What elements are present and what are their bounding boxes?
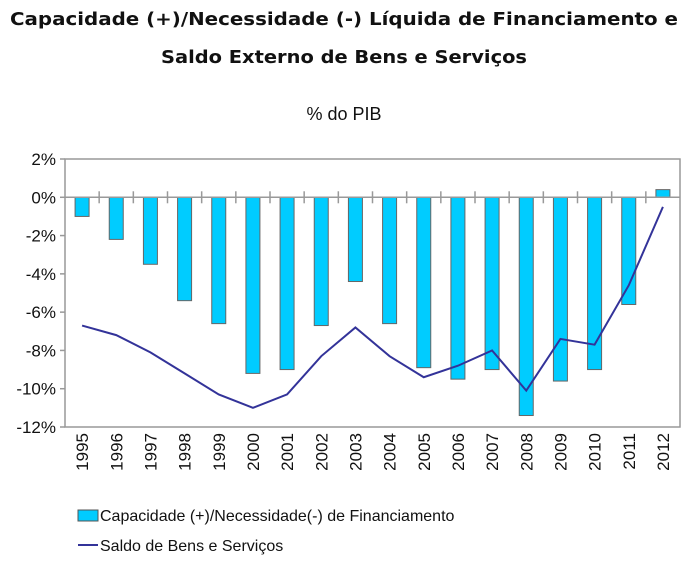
bar-2007 bbox=[484, 196, 500, 371]
bar-1995 bbox=[74, 196, 90, 217]
x-tick-label: 1997 bbox=[141, 433, 160, 471]
x-tick-label: 1996 bbox=[107, 433, 126, 471]
chart-title-line-1: Capacidade (+)/Necessidade (-) Líquida d… bbox=[10, 9, 678, 30]
x-tick-label: 1999 bbox=[210, 433, 229, 471]
y-tick-label: -4% bbox=[26, 265, 56, 284]
x-tick-label: 2008 bbox=[517, 433, 536, 471]
y-tick-label: -12% bbox=[16, 418, 56, 437]
bar-2000 bbox=[245, 196, 261, 374]
bar-2012 bbox=[655, 189, 671, 198]
bar-2011 bbox=[621, 196, 637, 305]
y-tick-label: -10% bbox=[16, 380, 56, 399]
y-tick-label: -2% bbox=[26, 227, 56, 246]
bar-series bbox=[74, 189, 671, 417]
x-tick-label: 1995 bbox=[73, 433, 92, 471]
x-tick-label: 2002 bbox=[312, 433, 331, 471]
y-tick-label: -8% bbox=[26, 341, 56, 360]
x-tick-label: 2006 bbox=[449, 433, 468, 471]
x-tick-label: 2011 bbox=[620, 433, 639, 470]
x-tick-label: 2007 bbox=[483, 433, 502, 471]
x-axis: 1995 1996 1997 1998 1999 2000 2001 2002 2003 2004… bbox=[73, 433, 673, 471]
bar-1999 bbox=[211, 196, 227, 325]
legend-bar-label: Capacidade (+)/Necessidade(-) de Financi… bbox=[100, 508, 455, 525]
bar-2004 bbox=[382, 196, 398, 325]
bar-2009 bbox=[552, 196, 568, 382]
zero-axis bbox=[65, 191, 680, 204]
y-tick-label: 0% bbox=[31, 188, 56, 207]
bar-2005 bbox=[416, 196, 432, 369]
y-axis: 2% 0% -2% -4% -6% -8% -10% -12% bbox=[16, 150, 65, 437]
x-tick-label: 2004 bbox=[381, 433, 400, 471]
chart-subtitle: % do PIB bbox=[306, 104, 381, 124]
bar-1998 bbox=[177, 196, 193, 302]
x-tick-label: 1998 bbox=[176, 433, 195, 471]
line-saldo bbox=[81, 206, 664, 409]
x-tick-label: 2012 bbox=[654, 433, 673, 471]
x-tick-label: 2009 bbox=[551, 433, 570, 471]
x-tick-label: 2005 bbox=[415, 433, 434, 471]
bar-2001 bbox=[279, 196, 295, 371]
y-tick-label: 2% bbox=[31, 150, 56, 169]
bar-2006 bbox=[450, 196, 466, 380]
line-series bbox=[81, 206, 664, 409]
bar-1997 bbox=[142, 196, 158, 265]
legend: Capacidade (+)/Necessidade(-) de Financi… bbox=[77, 508, 455, 555]
legend-bar-swatch bbox=[77, 509, 99, 522]
bar-2002 bbox=[313, 196, 329, 327]
x-tick-label: 2010 bbox=[586, 433, 605, 471]
plot-area bbox=[64, 158, 681, 428]
x-tick-label: 2000 bbox=[244, 433, 263, 471]
legend-line-label: Saldo de Bens e Serviços bbox=[100, 538, 283, 555]
bar-1996 bbox=[108, 196, 124, 240]
x-tick-label: 2001 bbox=[278, 433, 297, 471]
y-tick-label: -6% bbox=[26, 303, 56, 322]
x-tick-label: 2003 bbox=[346, 433, 365, 471]
chart-title-line-2: Saldo Externo de Bens e Serviços bbox=[161, 47, 527, 68]
bar-2003 bbox=[347, 196, 363, 283]
